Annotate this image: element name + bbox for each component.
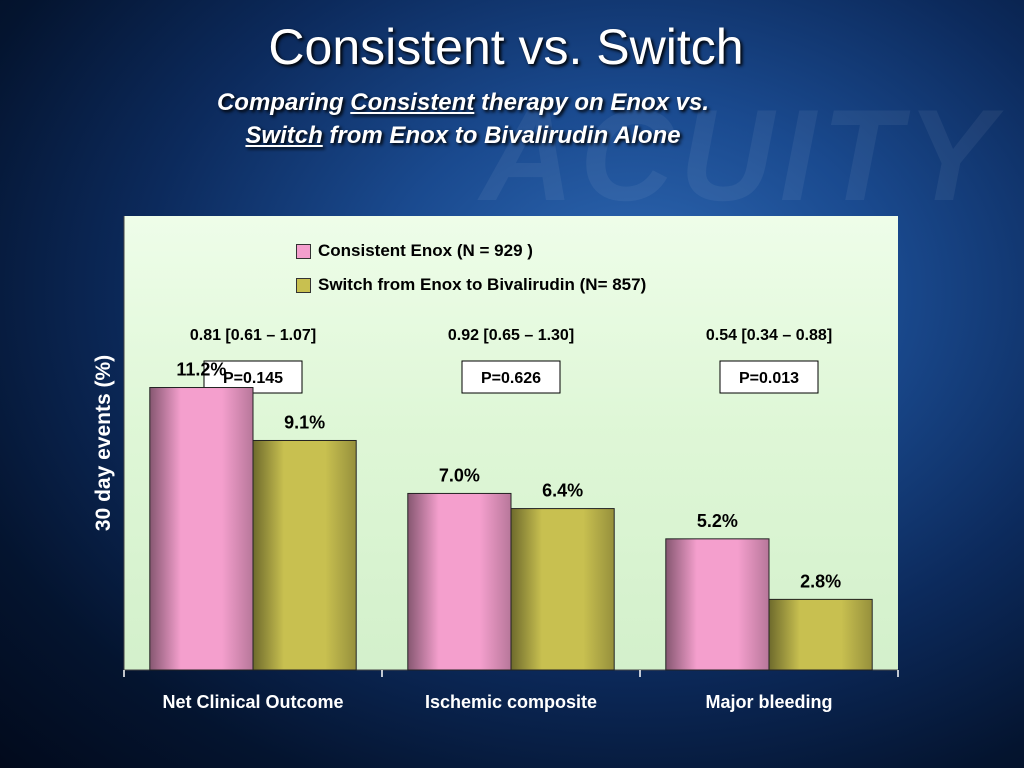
p-value-label: P=0.145 <box>223 370 283 387</box>
bar-data-label: 5.2% <box>697 511 738 531</box>
ci-annotation: 0.92 [0.65 – 1.30] <box>448 327 574 344</box>
x-tick-label: Net Clinical Outcome <box>162 692 343 712</box>
slide-subtitle: Comparing Consistent therapy on Enox vs.… <box>120 86 806 152</box>
subtitle-underlined: Switch <box>245 122 323 149</box>
bar-switch <box>252 439 357 671</box>
p-value-label: P=0.626 <box>481 370 541 387</box>
subtitle-line-2: Switch from Enox to Bivalirudin Alone <box>120 119 806 152</box>
bar-data-label: 11.2% <box>176 360 226 380</box>
bar-data-label: 9.1% <box>284 412 325 432</box>
ci-annotation: 0.54 [0.34 – 0.88] <box>706 327 832 344</box>
bar-data-label: 6.4% <box>542 481 583 501</box>
legend-label-consistent: Consistent Enox (N = 929 ) <box>318 241 533 260</box>
bar-data-label: 2.8% <box>800 571 841 591</box>
legend-swatch-switch <box>296 277 311 293</box>
x-tick-label: Major bleeding <box>705 692 832 712</box>
bar-consistent <box>149 387 254 671</box>
bar-switch <box>510 508 615 671</box>
p-value-label: P=0.013 <box>739 370 799 387</box>
bar-consistent <box>665 538 770 671</box>
x-tick-label: Ischemic composite <box>425 692 597 712</box>
subtitle-underlined: Consistent <box>350 89 475 116</box>
subtitle-line-1: Comparing Consistent therapy on Enox vs. <box>120 86 806 119</box>
ci-annotation: 0.81 [0.61 – 1.07] <box>190 327 316 344</box>
legend-item-consistent: Consistent Enox (N = 929 ) <box>296 234 646 268</box>
subtitle-text: therapy on Enox vs. <box>474 89 710 116</box>
p-value-box <box>461 360 561 394</box>
subtitle-text: from Enox to Bivalirudin Alone <box>322 122 681 149</box>
subtitle-text: Comparing <box>216 89 351 116</box>
legend-swatch-consistent <box>296 243 311 259</box>
p-value-box <box>719 360 819 394</box>
legend-item-switch: Switch from Enox to Bivalirudin (N= 857) <box>296 268 646 302</box>
bar-data-label: 7.0% <box>439 465 480 485</box>
slide-title: Consistent vs. Switch <box>268 19 744 75</box>
bar-switch <box>768 598 873 671</box>
bar-consistent <box>407 492 512 671</box>
chart-legend: Consistent Enox (N = 929 ) Switch from E… <box>296 234 646 302</box>
legend-label-switch: Switch from Enox to Bivalirudin (N= 857) <box>318 275 647 294</box>
